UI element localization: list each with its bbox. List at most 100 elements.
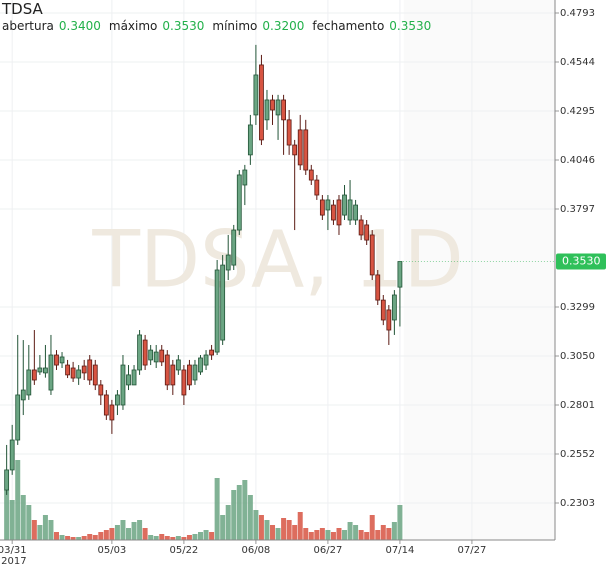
candle-body <box>31 369 37 381</box>
volume-bar <box>70 537 76 540</box>
volume-bar <box>87 534 93 540</box>
volume-bar <box>48 520 54 540</box>
volume-bar <box>308 532 314 540</box>
candle-body <box>314 179 320 196</box>
candle-body <box>358 219 364 236</box>
candle-body <box>364 224 370 241</box>
volume-bar <box>292 525 298 540</box>
candle-body <box>253 74 259 116</box>
candle-body <box>264 99 270 121</box>
candle-body <box>43 367 48 374</box>
volume-bar <box>297 512 303 540</box>
volume-bar <box>319 528 325 540</box>
volume-bar <box>192 534 198 540</box>
candle-body <box>259 64 264 141</box>
candle-body <box>292 144 298 156</box>
x-tick-label: 03/31 <box>0 545 27 556</box>
volume-bar <box>247 495 253 540</box>
candle-body <box>181 369 187 396</box>
volume-bar <box>59 535 65 540</box>
x-tick-label: 05/03 <box>97 545 126 556</box>
candle-body <box>9 439 15 471</box>
candle-body <box>391 294 397 321</box>
header: TDSA abertura 0.3400 máximo 0.3530 mínimo 0.3… <box>2 0 439 33</box>
volume-bar <box>391 522 397 540</box>
candle-body <box>109 404 115 421</box>
volume-bar <box>342 530 348 540</box>
candle-body <box>336 199 342 226</box>
y-tick-label: 0.3797 <box>560 204 595 215</box>
x-tick-label: 06/08 <box>241 545 270 556</box>
volume-bar <box>42 515 48 540</box>
symbol: TDSA <box>2 0 43 18</box>
candle-body <box>325 199 331 211</box>
candle-body <box>331 204 336 221</box>
candle-body <box>148 349 154 361</box>
volume-bar <box>203 530 209 540</box>
candle-body <box>203 354 209 366</box>
candle-body <box>48 354 54 391</box>
volume-bar <box>330 532 336 540</box>
x-tick-label: 07/14 <box>385 545 414 556</box>
candle-body <box>65 364 70 376</box>
candle-body <box>120 364 126 406</box>
volume-bar <box>253 510 259 540</box>
candle-body <box>164 354 170 386</box>
last-price-label: 0.3530 <box>562 255 601 268</box>
x-tick-label: 07/27 <box>458 545 487 556</box>
year-label: 2017 <box>1 556 26 567</box>
volume-bar <box>220 515 226 540</box>
candle-body <box>303 129 309 171</box>
volume-bar <box>231 490 237 540</box>
candle-body <box>170 364 176 386</box>
volume-bar <box>26 505 32 540</box>
volume-bar <box>142 528 148 540</box>
ohlc-field: mínimo 0.3200 <box>212 19 304 33</box>
volume-bar <box>92 535 98 540</box>
volume-bar <box>4 490 10 540</box>
candle-body <box>192 364 198 381</box>
ohlc-field: máximo 0.3530 <box>109 19 205 33</box>
candle-body <box>342 194 347 216</box>
candle-body <box>98 384 104 396</box>
volume-bar <box>214 478 220 540</box>
candle-body <box>247 124 253 156</box>
candle-body <box>225 254 231 271</box>
watermark: TDSA, 1D <box>91 215 463 305</box>
volume-bar <box>353 525 359 540</box>
volume-bar <box>20 495 26 540</box>
volume-bar <box>109 528 115 540</box>
ohlc-field: fechamento 0.3530 <box>312 19 431 33</box>
candle-body <box>275 99 281 116</box>
y-tick-label: 0.4544 <box>560 57 595 68</box>
volume-bar <box>81 536 87 540</box>
candle-body <box>126 374 131 386</box>
volume-bar <box>380 525 386 540</box>
candle-body <box>59 356 65 364</box>
field-value: 0.3530 <box>389 19 432 33</box>
volume-bar <box>164 536 170 540</box>
volume-bar <box>325 530 331 540</box>
volume-bar <box>53 532 59 540</box>
candle-body <box>37 367 43 373</box>
candle-body <box>92 364 98 386</box>
candle-body <box>26 369 32 396</box>
volume-bar <box>225 505 231 540</box>
volume-bar <box>209 532 215 540</box>
x-tick-label: 05/22 <box>169 545 198 556</box>
candle-body <box>87 359 93 381</box>
y-tick-label: 0.4295 <box>560 106 595 117</box>
field-value: 0.3200 <box>262 19 305 33</box>
volume-bar <box>98 532 104 540</box>
field-label: fechamento <box>312 19 385 33</box>
y-tick-label: 0.2801 <box>560 400 595 411</box>
volume-bar <box>9 500 15 540</box>
volume-bar <box>181 537 187 540</box>
candle-body <box>15 394 21 441</box>
candle-body <box>369 234 375 276</box>
candle-body <box>281 99 286 121</box>
last-price-box <box>556 253 606 270</box>
volume-bar <box>275 528 281 540</box>
volume-bar <box>397 505 403 540</box>
